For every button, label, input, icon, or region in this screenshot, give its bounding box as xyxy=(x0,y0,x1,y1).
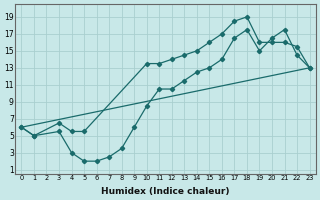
X-axis label: Humidex (Indice chaleur): Humidex (Indice chaleur) xyxy=(101,187,230,196)
